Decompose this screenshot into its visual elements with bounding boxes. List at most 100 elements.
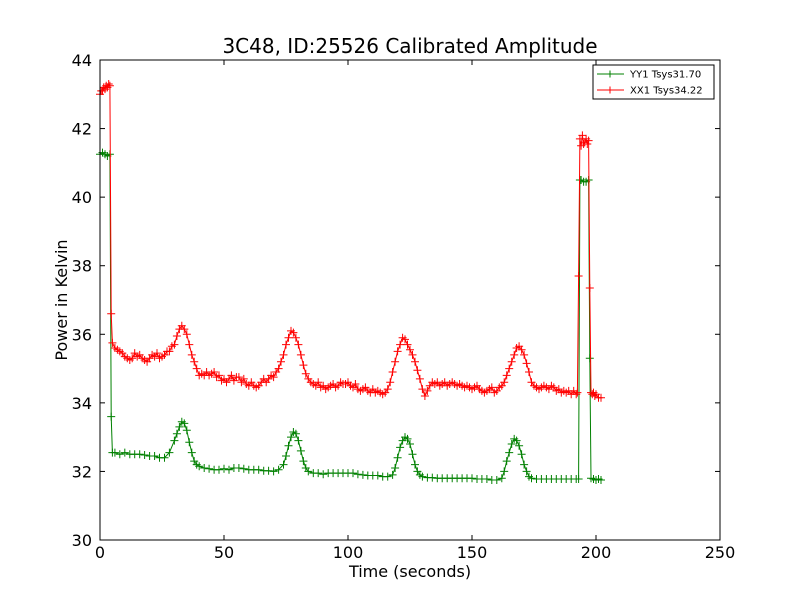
- data-point: [393, 453, 402, 462]
- data-point: [120, 448, 129, 457]
- data-point: [291, 333, 300, 342]
- data-point: [284, 333, 293, 342]
- data-point: [517, 345, 526, 354]
- data-point: [351, 380, 360, 388]
- data-point: [108, 338, 117, 347]
- legend-marker-xx1: [606, 86, 614, 94]
- data-point: [512, 436, 521, 445]
- data-point: [104, 80, 113, 88]
- y-tick-label: 36: [72, 325, 92, 344]
- y-tick-label: 44: [72, 51, 92, 70]
- data-point: [274, 364, 283, 373]
- data-point: [403, 340, 412, 349]
- data-point: [135, 450, 144, 459]
- data-point: [234, 464, 243, 472]
- plot-frame: [99, 59, 721, 541]
- data-point: [393, 347, 402, 356]
- data-point: [284, 441, 293, 450]
- data-point: [574, 475, 583, 483]
- data-point: [411, 357, 419, 366]
- data-point: [482, 475, 491, 483]
- data-point: [573, 388, 582, 397]
- data-point: [505, 364, 514, 373]
- series-1: [96, 80, 605, 402]
- data-point: [408, 450, 417, 459]
- data-point: [502, 457, 511, 466]
- data-point: [195, 462, 204, 471]
- legend: YY1 Tsys31.70 XX1 Tsys34.22: [592, 64, 715, 100]
- data-point: [413, 366, 422, 375]
- data-point: [234, 373, 243, 382]
- data-point: [282, 452, 290, 460]
- data-point: [187, 350, 196, 359]
- data-point: [128, 354, 137, 363]
- data-point: [401, 335, 409, 344]
- data-point: [418, 385, 427, 394]
- data-point: [274, 465, 283, 474]
- data-point: [205, 464, 214, 473]
- y-tick-label: 40: [72, 188, 92, 207]
- data-point: [314, 469, 323, 478]
- data-point: [520, 350, 529, 359]
- y-axis: 30 32 34 36 38 40 42 44: [72, 51, 720, 550]
- x-tick-label: 250: [705, 543, 736, 562]
- data-point: [282, 340, 290, 349]
- data-point: [420, 392, 429, 400]
- x-tick-label: 50: [214, 543, 234, 562]
- data-point: [277, 357, 285, 366]
- data-point: [349, 469, 357, 478]
- data-point: [522, 467, 531, 476]
- data-point: [468, 474, 476, 483]
- data-point: [525, 368, 533, 376]
- data-point: [373, 471, 382, 480]
- data-point: [574, 272, 583, 280]
- data-point: [180, 419, 189, 428]
- data-point: [150, 452, 159, 460]
- data-point: [225, 465, 233, 474]
- data-point: [200, 464, 209, 472]
- x-axis: 0 50 100 150 200 250: [95, 60, 735, 562]
- chart-title: 3C48, ID:25526 Calibrated Amplitude: [222, 34, 597, 58]
- data-point: [527, 474, 536, 483]
- data-point: [353, 470, 362, 479]
- data-point: [182, 426, 191, 435]
- legend-marker-yy1: [606, 70, 614, 78]
- y-tick-label: 34: [72, 394, 92, 413]
- data-point: [296, 446, 305, 455]
- y-tick-label: 32: [72, 462, 92, 481]
- data-point: [296, 350, 305, 359]
- x-tick-label: 100: [333, 543, 364, 562]
- data-point: [153, 349, 161, 358]
- data-point: [287, 433, 295, 442]
- data-point: [279, 460, 288, 469]
- data-point: [291, 429, 300, 438]
- data-point: [510, 350, 519, 359]
- data-point: [289, 328, 298, 337]
- data-point: [301, 369, 310, 378]
- data-point: [358, 470, 367, 479]
- y-tick-label: 38: [72, 257, 92, 276]
- data-point: [386, 378, 395, 387]
- data-point: [522, 359, 531, 368]
- data-point: [517, 450, 526, 459]
- data-point: [423, 386, 432, 395]
- data-point: [585, 284, 594, 292]
- data-point: [597, 476, 605, 484]
- data-point: [406, 345, 414, 354]
- data-point: [192, 364, 201, 373]
- data-point: [383, 472, 392, 481]
- data-point: [520, 460, 529, 469]
- legend-box: [592, 64, 715, 100]
- data-point: [304, 467, 313, 476]
- data-point: [105, 81, 114, 90]
- data-point: [165, 347, 174, 356]
- data-point: [492, 476, 501, 484]
- data-point: [239, 374, 248, 383]
- data-point: [383, 385, 392, 394]
- data-point: [314, 378, 323, 387]
- data-point: [215, 465, 223, 474]
- data-point: [590, 392, 599, 400]
- data-point: [220, 464, 228, 473]
- data-point: [294, 436, 303, 445]
